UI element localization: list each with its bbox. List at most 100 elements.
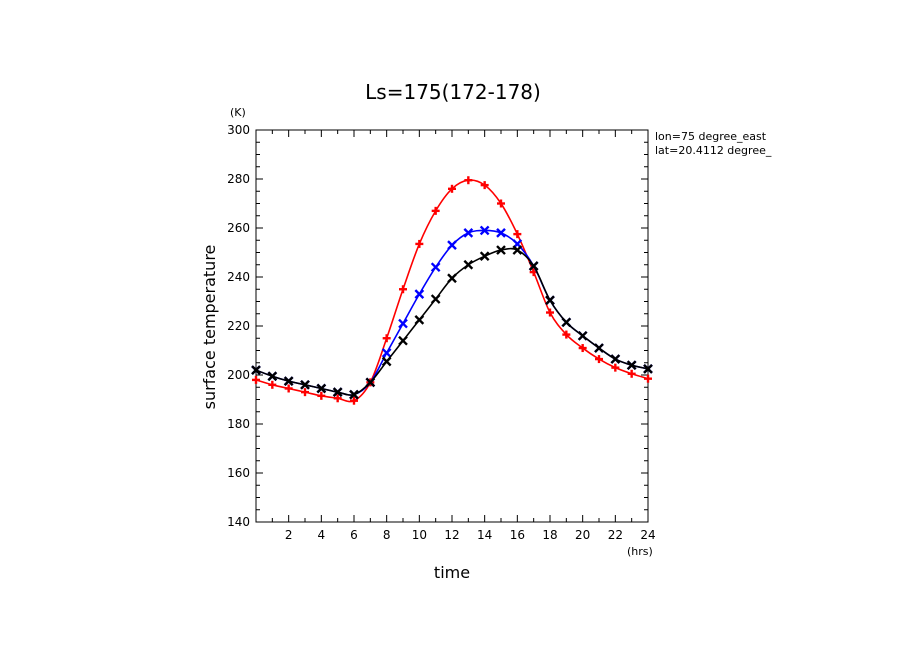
series-marker <box>512 245 523 255</box>
marker-stroke <box>283 376 294 386</box>
series-marker <box>430 262 441 273</box>
series-marker <box>578 344 587 353</box>
x-tick-label: 20 <box>575 528 590 542</box>
series-marker <box>316 383 327 394</box>
series-marker <box>528 261 539 271</box>
marker-stroke <box>447 273 457 284</box>
series-marker <box>479 225 490 236</box>
series-marker <box>414 289 425 299</box>
series-marker <box>497 199 505 208</box>
data-series <box>251 176 653 405</box>
marker-stroke <box>300 379 310 390</box>
x-tick-label: 24 <box>640 528 655 542</box>
series-marker <box>594 343 604 353</box>
marker-stroke <box>251 365 261 375</box>
marker-stroke <box>381 348 392 358</box>
marker-stroke <box>430 294 441 304</box>
series-2 <box>251 225 653 400</box>
marker-stroke <box>496 245 506 255</box>
marker-stroke <box>528 261 539 271</box>
series-marker <box>627 369 636 378</box>
marker-stroke <box>381 356 392 367</box>
series-marker <box>480 181 489 190</box>
series-marker <box>611 363 620 372</box>
x-tick-label: 12 <box>444 528 459 542</box>
series-marker <box>350 396 358 405</box>
series-marker <box>300 379 310 390</box>
marker-stroke <box>610 354 621 364</box>
series-marker <box>267 371 278 382</box>
y-tick-label: 220 <box>227 319 250 333</box>
y-tick-label: 180 <box>227 417 250 431</box>
series-marker <box>463 228 474 238</box>
marker-stroke <box>365 377 376 388</box>
series-marker <box>365 377 376 388</box>
series-marker <box>332 387 343 397</box>
marker-stroke <box>479 225 490 236</box>
series-marker <box>381 356 392 367</box>
x-unit-label: (hrs) <box>627 545 653 558</box>
series-marker <box>430 294 441 304</box>
marker-stroke <box>496 228 506 238</box>
series-marker <box>448 184 456 193</box>
y-tick-label: 280 <box>227 172 250 186</box>
x-tick-label: 22 <box>608 528 623 542</box>
series-marker <box>626 360 637 371</box>
y-tick-label: 300 <box>227 123 250 137</box>
marker-stroke <box>561 317 572 328</box>
marker-stroke <box>398 335 408 346</box>
series-marker <box>382 334 391 343</box>
x-tick-labels: 2 4 6 8 10 12 14 16 18 20 22 24 <box>285 528 656 542</box>
marker-stroke <box>643 364 653 374</box>
y-tick-label: 140 <box>227 515 250 529</box>
series-marker <box>545 295 555 306</box>
marker-stroke <box>463 228 474 238</box>
series-marker <box>381 348 392 358</box>
marker-stroke <box>512 245 523 255</box>
series-marker <box>414 315 425 325</box>
marker-stroke <box>316 383 327 394</box>
series-line <box>255 179 649 403</box>
series-marker <box>562 330 571 339</box>
series-marker <box>268 380 277 389</box>
series-marker <box>301 388 309 397</box>
series-marker <box>252 375 260 384</box>
series-marker <box>349 389 359 400</box>
marker-stroke <box>626 360 637 371</box>
y-tick-labels: 140 160 180 200 220 240 260 280 300 <box>227 123 250 529</box>
series-marker <box>561 317 572 328</box>
marker-stroke <box>545 295 555 306</box>
y-tick-label: 160 <box>227 466 250 480</box>
series-marker <box>251 365 261 375</box>
series-marker <box>398 335 408 346</box>
series-marker <box>415 239 424 248</box>
y-unit-label: (K) <box>230 106 246 119</box>
series-marker <box>479 251 490 262</box>
y-tick-label: 200 <box>227 368 250 382</box>
axis-ticks <box>255 129 649 523</box>
y-tick-label: 240 <box>227 270 250 284</box>
series-marker <box>333 394 342 403</box>
series-marker <box>610 354 621 364</box>
marker-stroke <box>430 262 441 273</box>
series-marker <box>464 176 473 185</box>
y-axis-label: surface temperature <box>200 245 219 410</box>
x-tick-label: 2 <box>285 528 293 542</box>
series-marker <box>496 228 506 238</box>
lon-annotation: lon=75 degree_east <box>655 130 767 143</box>
y-tick-label: 260 <box>227 221 250 235</box>
marker-stroke <box>414 315 425 325</box>
marker-stroke <box>463 259 474 270</box>
series-3 <box>251 245 653 400</box>
series-marker <box>447 240 457 250</box>
marker-stroke <box>349 389 359 400</box>
x-tick-label: 8 <box>383 528 391 542</box>
x-tick-label: 10 <box>412 528 427 542</box>
marker-stroke <box>414 289 425 299</box>
series-marker <box>447 273 457 284</box>
marker-stroke <box>594 343 604 353</box>
series-line <box>255 229 649 396</box>
x-tick-label: 6 <box>350 528 358 542</box>
x-tick-label: 16 <box>510 528 525 542</box>
marker-stroke <box>479 251 490 262</box>
